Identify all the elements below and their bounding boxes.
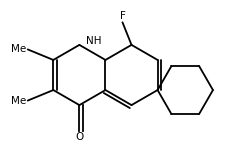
Text: Me: Me	[11, 44, 26, 54]
Text: NH: NH	[86, 36, 101, 46]
Text: F: F	[119, 11, 125, 21]
Text: Me: Me	[11, 96, 26, 106]
Text: O: O	[75, 132, 83, 142]
